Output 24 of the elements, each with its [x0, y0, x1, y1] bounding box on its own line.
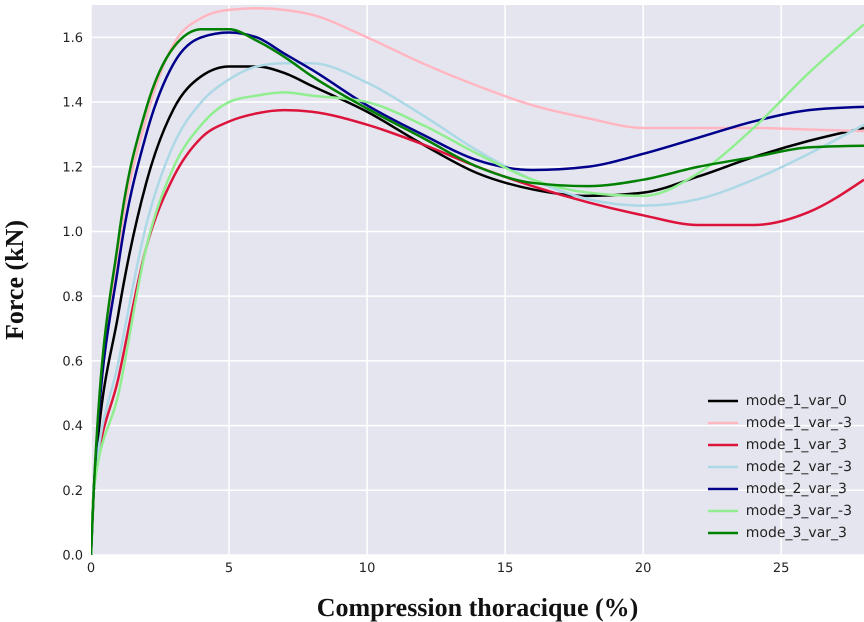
y-tick-label: 0.0 [62, 548, 83, 564]
x-tick-label: 20 [634, 561, 652, 576]
legend-label: mode_1_var_-3 [746, 414, 852, 433]
legend-label: mode_3_var_-3 [746, 502, 852, 521]
x-tick-label: 5 [224, 561, 234, 576]
legend-label: mode_1_var_0 [746, 392, 847, 411]
y-tick-label: 1.6 [62, 30, 83, 46]
y-tick-label: 0.4 [62, 419, 83, 434]
x-tick-label: 10 [358, 561, 376, 576]
y-tick-label: 1.4 [62, 96, 83, 111]
x-axis-title: Compression thoracique (%) [316, 593, 638, 622]
legend-label: mode_3_var_3 [746, 524, 847, 543]
y-tick-label: 1.0 [62, 225, 83, 240]
y-tick-label: 0.6 [62, 354, 83, 370]
x-tick-label: 0 [86, 561, 96, 576]
legend-label: mode_1_var_3 [746, 436, 847, 455]
legend-label: mode_2_var_3 [746, 480, 847, 499]
x-tick-label: 25 [772, 561, 790, 576]
legend-label: mode_2_var_-3 [746, 458, 852, 477]
y-tick-label: 1.2 [62, 160, 83, 176]
y-tick-label: 0.2 [62, 484, 83, 499]
y-axis-title: Force (kN) [0, 220, 30, 340]
y-tick-label: 0.8 [62, 290, 83, 305]
x-tick-label: 15 [496, 561, 514, 576]
